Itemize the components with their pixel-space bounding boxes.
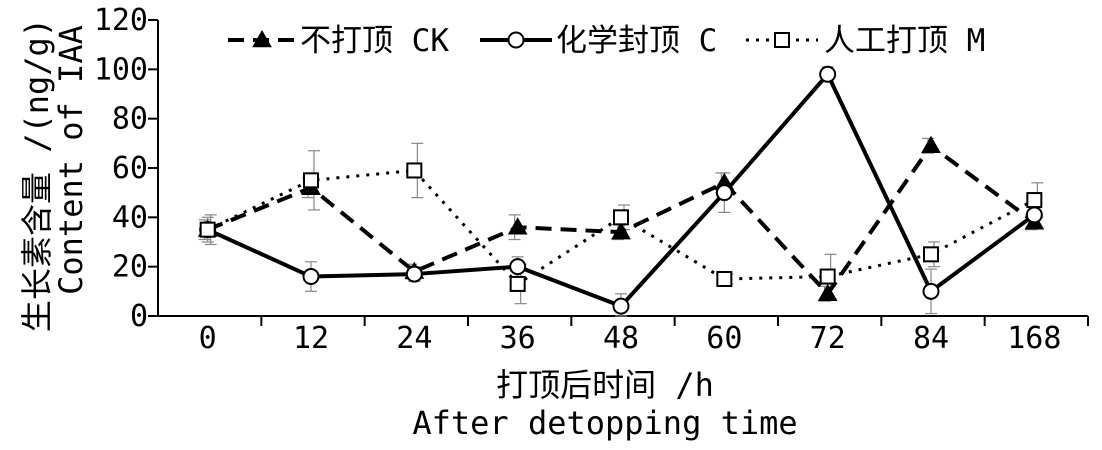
data-point xyxy=(817,283,838,302)
data-point xyxy=(715,184,733,202)
x-tick-label: 60 xyxy=(706,321,742,356)
y-axis-title-group-en: Content of IAA xyxy=(52,25,90,295)
data-point xyxy=(921,135,941,154)
y-tick-label: 80 xyxy=(112,102,148,137)
data-point xyxy=(923,246,939,263)
data-point xyxy=(199,221,216,238)
legend-label: 化学封顶 C xyxy=(556,23,717,59)
x-tick-label: 168 xyxy=(1007,321,1061,356)
y-tick-label: 20 xyxy=(112,250,148,285)
legend-item-1: 化学封顶 C xyxy=(480,23,717,59)
y-axis-title-cn: 生长素含量 /(ng/g) xyxy=(18,18,56,332)
data-point xyxy=(613,209,629,226)
x-tick-label: 84 xyxy=(913,321,949,356)
legend-marker xyxy=(252,29,272,48)
legend-label: 人工打顶 M xyxy=(824,23,985,59)
y-tick-label: 120 xyxy=(94,3,148,38)
y-tick-label: 100 xyxy=(94,52,148,87)
data-point xyxy=(1026,192,1043,209)
x-tick-label: 72 xyxy=(810,321,846,356)
x-axis-title-cn: 打顶后时间 /h xyxy=(496,366,714,404)
data-point xyxy=(406,162,423,179)
y-axis-title-en: Content of IAA xyxy=(52,25,90,295)
y-tick-label: 60 xyxy=(112,151,148,186)
data-point xyxy=(507,217,528,235)
series-line-1 xyxy=(206,72,1036,309)
x-tick-label: 36 xyxy=(500,321,536,356)
data-point xyxy=(922,282,940,300)
data-point xyxy=(716,271,733,287)
x-tick-label: 12 xyxy=(293,321,329,356)
data-point xyxy=(509,275,526,292)
error-bars-series-1 xyxy=(201,66,1041,317)
data-point xyxy=(819,65,837,83)
data-point xyxy=(302,268,320,286)
data-point xyxy=(1025,206,1043,224)
legend-marker xyxy=(507,31,525,49)
x-tick-label: 48 xyxy=(603,321,639,356)
x-tick-label: 24 xyxy=(396,321,432,356)
legend: 不打顶 CK 化学封顶 C 人工打顶 M xyxy=(228,23,985,59)
markers-series-2 xyxy=(199,162,1043,292)
data-point xyxy=(819,268,836,285)
data-point xyxy=(303,172,319,189)
legend-item-2: 人工打顶 M xyxy=(746,23,985,59)
data-point xyxy=(612,297,630,315)
legend-label: 不打顶 CK xyxy=(300,23,449,59)
legend-item-0: 不打顶 CK xyxy=(228,23,449,59)
x-tick-label: 0 xyxy=(199,321,217,356)
data-point xyxy=(405,265,423,283)
data-point xyxy=(509,258,527,276)
legend-marker xyxy=(774,32,790,48)
x-axis-ticks: 0 12 24 36 48 60 72 84 168 xyxy=(199,316,1089,356)
y-axis-title-group: 生长素含量 /(ng/g) xyxy=(18,18,56,332)
y-axis-ticks: 0 20 40 60 80 100 120 xyxy=(94,3,158,334)
x-axis-title-en: After detopping time xyxy=(412,404,797,442)
y-tick-label: 0 xyxy=(130,299,148,334)
data-point xyxy=(611,222,631,240)
series-layer xyxy=(197,65,1045,317)
y-tick-label: 40 xyxy=(112,200,148,235)
